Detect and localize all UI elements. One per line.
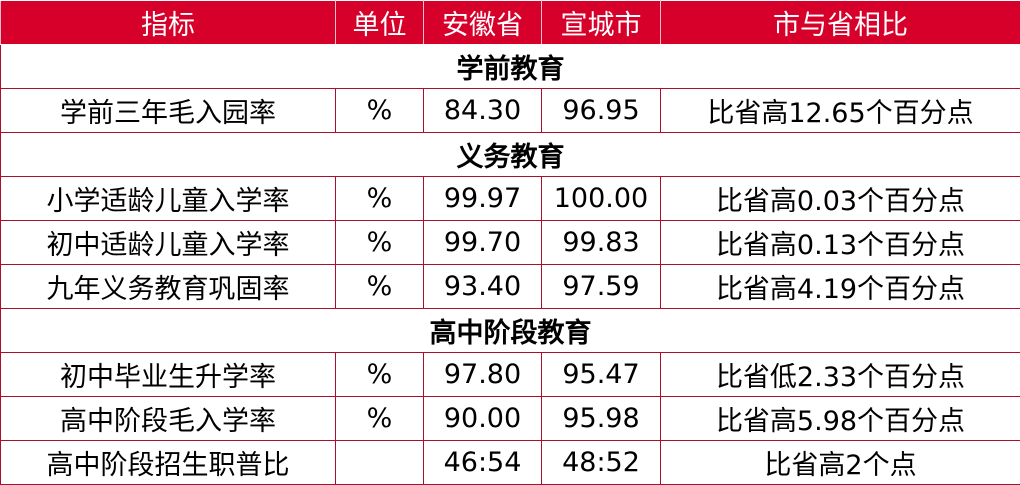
table-cell: 99.83	[541, 220, 661, 265]
table-cell	[335, 440, 424, 485]
section-title: 义务教育	[0, 132, 1020, 177]
table-row: 初中毕业生升学率% 97.80 95.47 比省低2.33个百分点	[0, 352, 1020, 397]
table-cell: 比省高2个点	[660, 440, 1020, 485]
column-header: 市与省相比	[660, 0, 1020, 45]
table-cell: 比省高0.03个百分点	[660, 176, 1020, 221]
section-row: 学前教育	[0, 44, 1020, 89]
table-row: 高中阶段毛入学率% 90.00 95.98 比省高5.98个百分点	[0, 396, 1020, 441]
table-cell: 48:52	[541, 440, 661, 485]
table-row: 初中适龄儿童入学率% 99.70 99.83 比省高0.13个百分点	[0, 220, 1020, 265]
table-cell: 95.98	[541, 396, 661, 441]
table-cell: 九年义务教育巩固率	[0, 264, 336, 309]
table-cell: %	[335, 352, 424, 397]
table-cell: 99.97	[423, 176, 542, 221]
table-cell: 99.70	[423, 220, 542, 265]
table-cell: 90.00	[423, 396, 542, 441]
table-row: 学前三年毛入园率% 84.30 96.95 比省高12.65个百分点	[0, 88, 1020, 133]
column-header: 安徽省	[423, 0, 542, 45]
table-cell: 84.30	[423, 88, 542, 133]
table-cell: 93.40	[423, 264, 542, 309]
column-header: 单位	[335, 0, 424, 45]
table-cell: 95.47	[541, 352, 661, 397]
table-row: 高中阶段招生职普比 46:54 48:52 比省高2个点	[0, 440, 1020, 485]
table-cell: 比省低2.33个百分点	[660, 352, 1020, 397]
section-title: 学前教育	[0, 44, 1020, 89]
table-cell: %	[335, 396, 424, 441]
table-cell: 46:54	[423, 440, 542, 485]
table-row: 小学适龄儿童入学率% 99.97 100.00 比省高0.03个百分点	[0, 176, 1020, 221]
section-row: 高中阶段教育	[0, 308, 1020, 353]
table-cell: %	[335, 176, 424, 221]
table-cell: 高中阶段毛入学率	[0, 396, 336, 441]
table-cell: 小学适龄儿童入学率	[0, 176, 336, 221]
header-row: 指标 单位 安徽省 宣城市 市与省相比	[0, 0, 1020, 45]
column-header: 宣城市	[541, 0, 661, 45]
table-cell: 学前三年毛入园率	[0, 88, 336, 133]
table-cell: 97.80	[423, 352, 542, 397]
table-cell: 97.59	[541, 264, 661, 309]
table-cell: 比省高4.19个百分点	[660, 264, 1020, 309]
table-cell: %	[335, 88, 424, 133]
section-title: 高中阶段教育	[0, 308, 1020, 353]
table-cell: %	[335, 264, 424, 309]
table-cell: 初中毕业生升学率	[0, 352, 336, 397]
table-cell: 比省高0.13个百分点	[660, 220, 1020, 265]
table-row: 九年义务教育巩固率% 93.40 97.59 比省高4.19个百分点	[0, 264, 1020, 309]
table-cell: %	[335, 220, 424, 265]
table-cell: 高中阶段招生职普比	[0, 440, 336, 485]
table-cell: 96.95	[541, 88, 661, 133]
table-cell: 比省高5.98个百分点	[660, 396, 1020, 441]
table-cell: 初中适龄儿童入学率	[0, 220, 336, 265]
table-cell: 比省高12.65个百分点	[660, 88, 1020, 133]
section-row: 义务教育	[0, 132, 1020, 177]
column-header: 指标	[0, 0, 336, 45]
table-cell: 100.00	[541, 176, 661, 221]
